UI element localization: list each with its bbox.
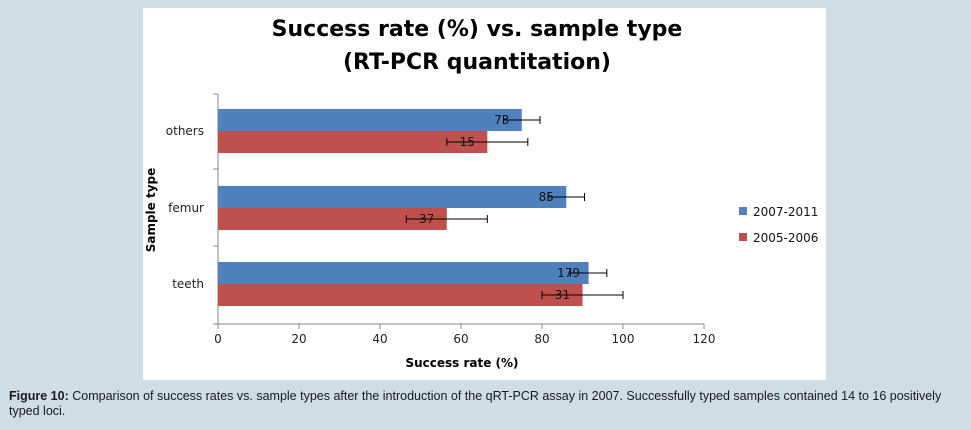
data-label: 85	[539, 190, 554, 204]
legend: 2007-2011 2005-2006	[739, 205, 818, 245]
data-label: 31	[555, 288, 570, 302]
plot-area: 0 20 40 60 80 100 120 others femur teeth 73 85 179 15…	[166, 93, 716, 346]
data-label: 73	[494, 113, 509, 127]
caption-label: Figure 10:	[9, 389, 69, 403]
chart-title-line-2: (RT-PCR quantitation)	[343, 50, 611, 75]
x-tick-label: 20	[291, 332, 306, 346]
legend-swatch	[739, 233, 747, 241]
bar-2007-2011	[218, 262, 589, 284]
category-label: others	[166, 124, 204, 138]
chart-title-line-1: Success rate (%) vs. sample type	[272, 17, 683, 42]
bar-chart: Success rate (%) vs. sample type (RT-PCR…	[144, 17, 818, 370]
x-tick-label: 120	[693, 332, 716, 346]
data-label: 179	[557, 266, 580, 280]
category-label: teeth	[172, 277, 204, 291]
x-tick-label: 100	[612, 332, 635, 346]
legend-label: 2005-2006	[753, 231, 818, 245]
x-tick-label: 40	[372, 332, 387, 346]
bar-2005-2006	[218, 208, 447, 230]
x-tick-label: 80	[534, 332, 549, 346]
data-label: 15	[460, 135, 475, 149]
data-label: 37	[419, 212, 434, 226]
bar-2007-2011	[218, 186, 567, 208]
category-label: femur	[168, 201, 204, 215]
bar-2005-2006	[218, 131, 488, 153]
bar-2007-2011	[218, 109, 522, 131]
legend-swatch	[739, 207, 747, 215]
x-tick-label: 60	[453, 332, 468, 346]
legend-label: 2007-2011	[753, 205, 818, 219]
x-axis-title: Success rate (%)	[405, 356, 518, 370]
bar-2005-2006	[218, 284, 583, 306]
figure-caption: Figure 10: Comparison of success rates v…	[9, 389, 964, 419]
caption-text: Comparison of success rates vs. sample t…	[9, 389, 942, 418]
y-axis-title: Sample type	[144, 168, 158, 253]
x-tick-label: 0	[214, 332, 222, 346]
chart-figure: Success rate (%) vs. sample type (RT-PCR…	[143, 8, 826, 380]
